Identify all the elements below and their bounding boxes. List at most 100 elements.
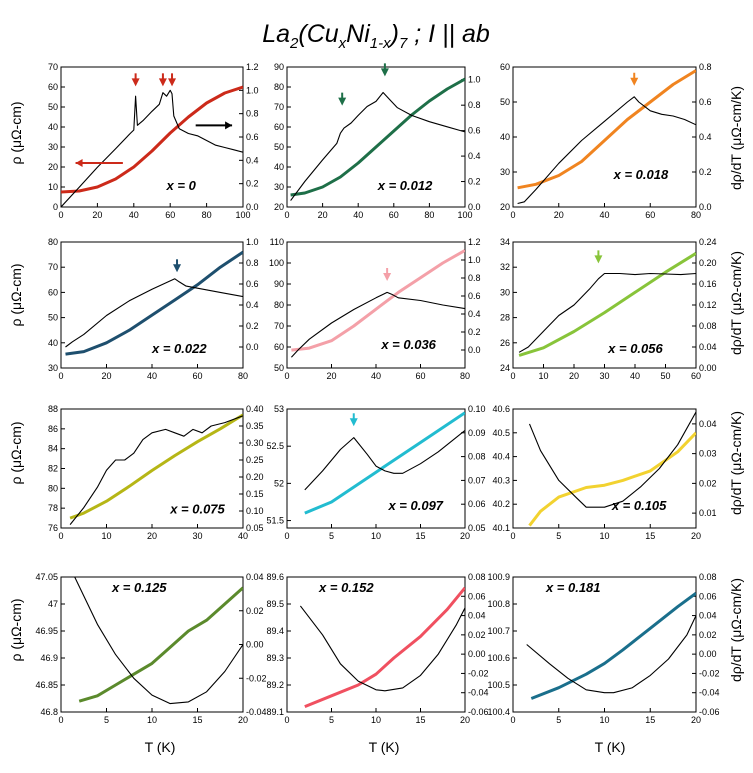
drho-dT-series-line — [518, 272, 696, 353]
y2-tick-label: 0.0 — [699, 202, 712, 212]
y-tick-label: 78 — [48, 503, 58, 513]
y2-tick-label: 0.4 — [699, 132, 712, 142]
x-tick-label: 0 — [284, 715, 289, 725]
x-tick-label: 20 — [318, 210, 328, 220]
x-tick-label: 0 — [510, 371, 515, 381]
y2-tick-label: -0.06 — [468, 707, 489, 717]
x-tick-label: 15 — [645, 531, 655, 541]
plot-frame — [512, 576, 697, 713]
y-tick-label: 40.6 — [492, 404, 510, 414]
y-tick-label: 53 — [274, 404, 284, 414]
y2-tick-label: 0.8 — [246, 258, 259, 268]
y2-tick-label: 0.02 — [468, 630, 486, 640]
y2-tick-label: 0.6 — [246, 132, 259, 142]
y2-tick-label: 0.8 — [468, 100, 481, 110]
y2-tick-label: 0.06 — [468, 499, 486, 509]
feature-arrow-head — [173, 264, 182, 273]
rho-series-line — [290, 77, 465, 197]
x-tick-label: 40 — [599, 210, 609, 220]
y2-tick-label: 0.30 — [246, 438, 264, 448]
drho-dT-series-line — [528, 411, 696, 508]
y2-tick-label: 0.2 — [468, 177, 481, 187]
plot-frame — [286, 576, 466, 713]
x-tick-label: 20 — [460, 715, 470, 725]
x-tick-label: 30 — [192, 531, 202, 541]
x-tick-label: 0 — [510, 715, 515, 725]
y-tick-label: 84 — [48, 444, 58, 454]
feature-arrow-head — [380, 68, 389, 77]
y2-tick-label: 0.00 — [699, 363, 717, 373]
x-tick-label: 20 — [691, 531, 701, 541]
rho-series-line — [78, 586, 243, 703]
plot-frame — [60, 66, 244, 208]
y2-tick-label: 0.02 — [699, 478, 717, 488]
y-tick-label: 100.4 — [487, 707, 510, 717]
y2-tick-label: 0.2 — [246, 321, 259, 331]
y-tick-label: 70 — [274, 102, 284, 112]
rho-series-line — [304, 586, 465, 708]
y2-tick-label: 0.2 — [246, 179, 259, 189]
y2-tick-label: -0.02 — [699, 668, 720, 678]
composition-label: x = 0 — [166, 178, 197, 193]
ylabel-left-row-1: ρ (μΩ-cm) — [8, 101, 24, 164]
y-tick-label: 89.2 — [266, 680, 284, 690]
x-tick-label: 20 — [691, 715, 701, 725]
y-tick-label: 20 — [500, 202, 510, 212]
ylabel-right-row-2: dρ/dT (μΩ-cm/K) — [728, 251, 744, 355]
feature-arrow-head — [383, 273, 392, 281]
x-tick-label: 10 — [101, 531, 111, 541]
y-tick-label: 30 — [48, 142, 58, 152]
x-tick-label: 0 — [284, 531, 289, 541]
y2-tick-label: 0.0 — [468, 345, 481, 355]
panel-6: 0 10 20 30 40 50 60 24 26 28 30 32 34 0.00 0.04 0.08 0.1… — [500, 237, 717, 381]
feature-arrow-head — [131, 78, 140, 87]
panel-4: 0 20 40 60 80 30 40 50 60 70 80 0.0 0.2 0.4 0.6 0.8 1.0 x… — [48, 237, 259, 381]
y2-tick-label: 0.07 — [468, 475, 486, 485]
y2-tick-label: 0.6 — [468, 126, 481, 136]
y-tick-label: 47 — [48, 599, 58, 609]
rho-series-line — [61, 85, 243, 194]
y2-tick-label: 0.16 — [699, 279, 717, 289]
y2-tick-label: 0.8 — [468, 273, 481, 283]
x-tick-label: 0 — [510, 210, 515, 220]
y2-tick-label: 0.04 — [699, 611, 717, 621]
y2-tick-label: 1.0 — [468, 255, 481, 265]
x-tick-label: 20 — [460, 531, 470, 541]
x-tick-label: 20 — [569, 371, 579, 381]
x-tick-label: 0 — [58, 531, 63, 541]
y-tick-label: 110 — [270, 237, 284, 247]
xlabel-col-2: T (K) — [369, 739, 400, 755]
y-tick-label: 20 — [48, 162, 58, 172]
drho-dT-series-line — [517, 96, 696, 205]
x-tick-label: 0 — [58, 371, 63, 381]
x-tick-label: 60 — [415, 371, 425, 381]
x-tick-label: 20 — [238, 715, 248, 725]
y2-tick-label: 0.2 — [699, 167, 712, 177]
y-tick-label: 89.6 — [266, 572, 284, 582]
y-tick-label: 0 — [53, 202, 58, 212]
y-tick-label: 60 — [274, 342, 284, 352]
y-tick-label: 86 — [48, 424, 58, 434]
x-tick-label: 5 — [556, 531, 561, 541]
y-tick-label: 30 — [48, 363, 58, 373]
y-tick-label: 28 — [500, 313, 510, 323]
drho-dT-series-line — [299, 605, 465, 692]
y2-tick-label: 0.4 — [246, 155, 259, 165]
x-tick-label: 15 — [415, 531, 425, 541]
y-tick-label: 70 — [48, 62, 58, 72]
y2-tick-label: 0.2 — [468, 327, 481, 337]
ylabel-left-row-3: ρ (μΩ-cm) — [8, 421, 24, 484]
x-tick-label: 60 — [192, 371, 202, 381]
y2-tick-label: 1.2 — [246, 62, 259, 72]
x-tick-label: 20 — [326, 371, 336, 381]
composition-label: x = 0.105 — [611, 498, 667, 513]
y-tick-label: 50 — [274, 363, 284, 373]
y2-tick-label: -0.02 — [246, 673, 267, 683]
y-tick-label: 82 — [48, 464, 58, 474]
y-tick-label: 70 — [274, 321, 284, 331]
x-tick-label: 5 — [104, 715, 109, 725]
y2-tick-label: 0.6 — [468, 291, 481, 301]
x-tick-label: 60 — [165, 210, 175, 220]
x-tick-label: 60 — [691, 371, 701, 381]
y-tick-label: 70 — [48, 262, 58, 272]
